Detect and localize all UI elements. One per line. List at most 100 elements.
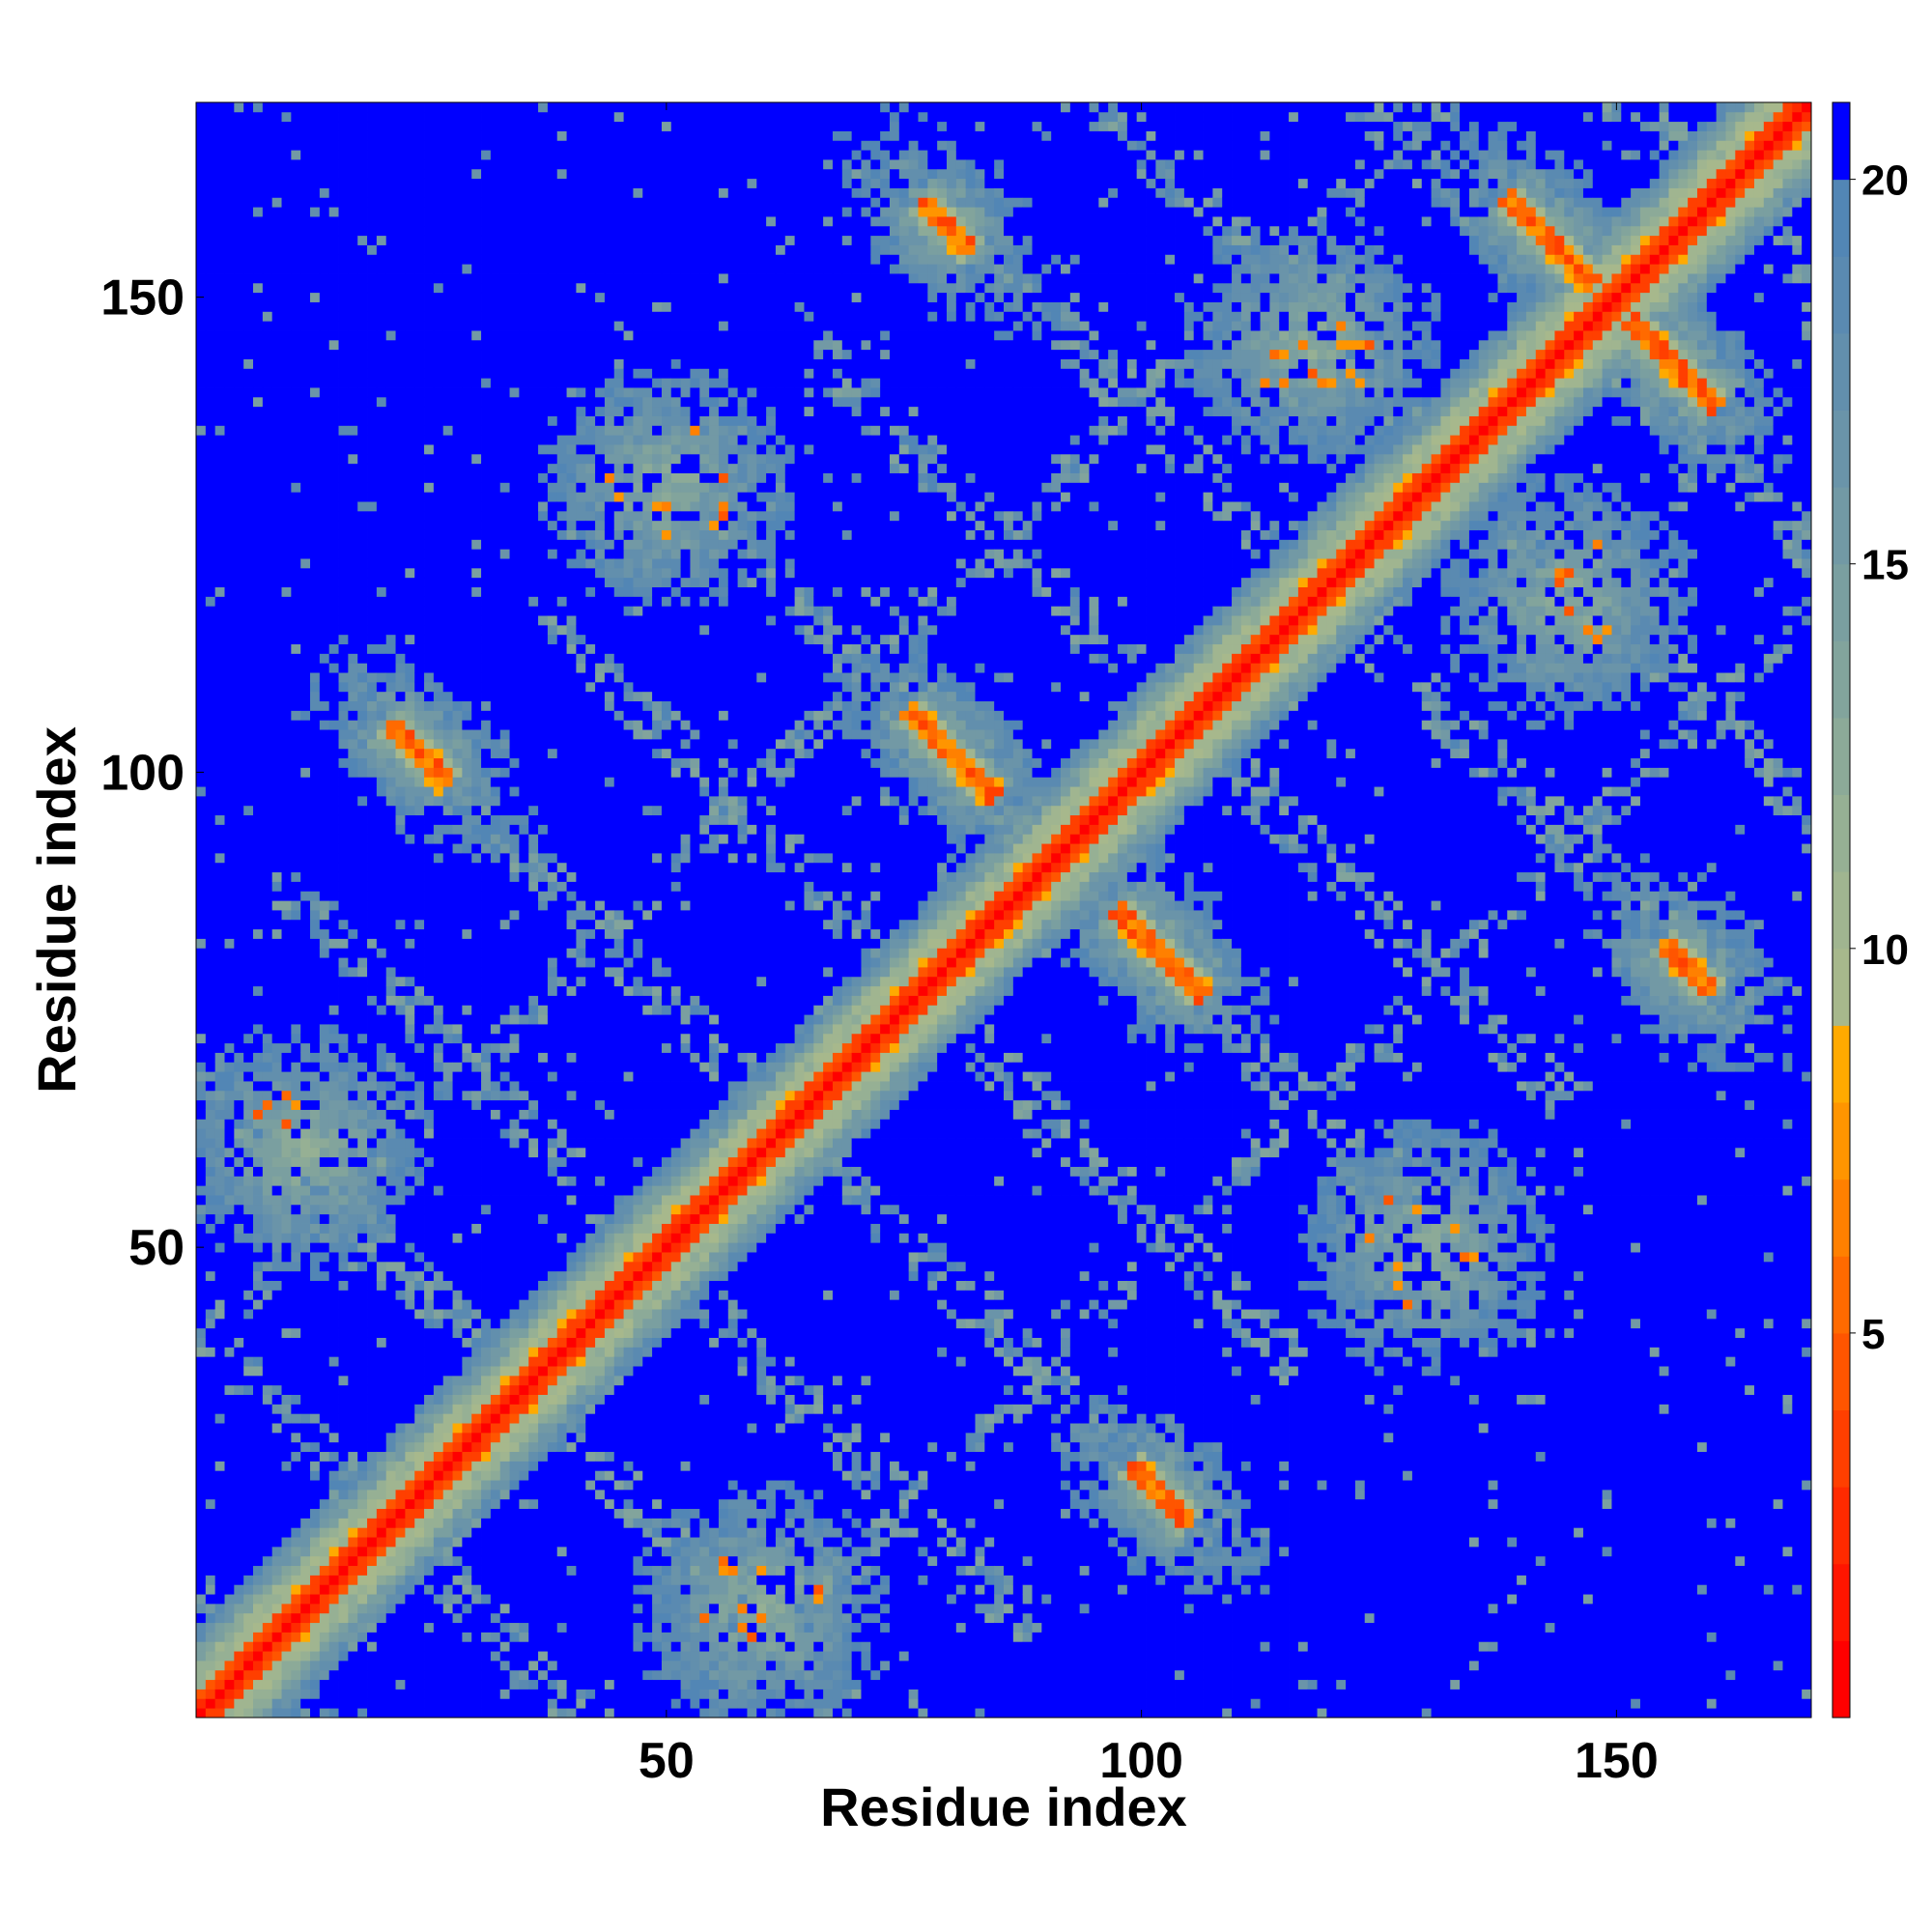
heatmap-cell — [405, 1024, 415, 1035]
heatmap-cell — [395, 720, 406, 730]
heatmap-cell — [405, 1176, 415, 1186]
heatmap-cell — [462, 1603, 472, 1614]
heatmap-cell — [376, 1641, 387, 1652]
heatmap-cell — [291, 444, 301, 455]
heatmap-cell — [243, 891, 254, 901]
heatmap-cell — [205, 1109, 216, 1120]
heatmap-cell — [281, 586, 292, 597]
heatmap-cell — [367, 406, 378, 416]
heatmap-cell — [471, 1441, 482, 1453]
heatmap-cell — [424, 1299, 435, 1310]
heatmap-cell — [442, 606, 453, 616]
heatmap-cell — [196, 510, 207, 522]
heatmap-cell — [357, 1166, 368, 1177]
heatmap-cell — [348, 862, 358, 873]
heatmap-cell — [262, 1062, 273, 1072]
heatmap-cell — [414, 264, 425, 274]
heatmap-cell — [452, 1270, 463, 1281]
heatmap-cell — [385, 1166, 396, 1177]
heatmap-cell — [357, 1689, 368, 1699]
heatmap-cell — [405, 1119, 415, 1129]
heatmap-cell — [224, 615, 235, 626]
heatmap-cell — [224, 910, 235, 921]
heatmap-cell — [395, 577, 406, 587]
heatmap-cell — [214, 1555, 225, 1567]
heatmap-cell — [224, 292, 235, 302]
heatmap-cell — [442, 1555, 453, 1567]
heatmap-cell — [214, 1299, 225, 1310]
heatmap-cell — [395, 264, 406, 274]
heatmap-cell — [348, 900, 358, 911]
heatmap-cell — [291, 1660, 301, 1671]
heatmap-cell — [328, 1299, 339, 1310]
heatmap-cell — [262, 520, 273, 530]
heatmap-cell — [262, 928, 273, 939]
heatmap-cell — [196, 729, 207, 740]
heatmap-cell — [357, 1508, 368, 1519]
heatmap-cell — [300, 463, 311, 473]
heatmap-cell — [196, 1689, 207, 1699]
heatmap-cell — [271, 187, 282, 198]
heatmap-cell — [262, 197, 273, 208]
heatmap-cell — [262, 1156, 273, 1167]
heatmap-cell — [367, 624, 378, 636]
heatmap-cell — [224, 1213, 235, 1224]
heatmap-cell — [271, 1280, 282, 1291]
heatmap-cell — [196, 910, 207, 921]
heatmap-cell — [385, 1042, 396, 1053]
heatmap-cell — [281, 1309, 292, 1320]
heatmap-cell — [243, 1090, 254, 1101]
heatmap-cell — [205, 1327, 216, 1338]
heatmap-cell — [271, 520, 282, 530]
heatmap-cell — [357, 928, 368, 939]
heatmap-cell — [196, 824, 207, 835]
heatmap-cell — [367, 729, 378, 740]
heatmap-cell — [300, 311, 311, 322]
heatmap-cell — [262, 378, 273, 388]
heatmap-cell — [262, 967, 273, 978]
heatmap-cell — [367, 387, 378, 398]
heatmap-cell — [214, 1480, 225, 1491]
heatmap-cell — [405, 102, 415, 113]
heatmap-cell — [328, 1470, 339, 1481]
heatmap-cell — [262, 1404, 273, 1414]
heatmap-cell — [385, 396, 396, 408]
heatmap-cell — [452, 1527, 463, 1538]
heatmap-cell — [205, 378, 216, 388]
heatmap-cell — [281, 178, 292, 188]
heatmap-cell — [357, 1138, 368, 1149]
heatmap-cell — [224, 1090, 235, 1101]
heatmap-cell — [205, 1565, 216, 1576]
heatmap-cell — [319, 235, 330, 245]
heatmap-cell — [395, 643, 406, 654]
heatmap-cell — [205, 1632, 216, 1642]
heatmap-cell — [291, 1489, 301, 1500]
heatmap-cell — [452, 1204, 463, 1215]
heatmap-cell — [196, 254, 207, 265]
heatmap-cell — [205, 985, 216, 996]
heatmap-cell — [271, 995, 282, 1006]
heatmap-cell — [300, 1669, 311, 1681]
heatmap-cell — [414, 1413, 425, 1424]
heatmap-cell — [253, 596, 264, 607]
heatmap-cell — [433, 178, 444, 188]
heatmap-cell — [395, 700, 406, 711]
heatmap-cell — [253, 1698, 264, 1709]
heatmap-cell — [253, 1233, 264, 1243]
heatmap-cell — [376, 1679, 387, 1690]
heatmap-cell — [385, 1708, 396, 1719]
heatmap-cell — [224, 1679, 235, 1690]
heatmap-cell — [424, 1384, 435, 1395]
heatmap-cell — [319, 1518, 330, 1528]
heatmap-cell — [338, 1432, 349, 1443]
heatmap-cell — [205, 1290, 216, 1300]
heatmap-cell — [328, 1261, 339, 1272]
heatmap-cell — [271, 834, 282, 844]
heatmap-cell — [262, 435, 273, 445]
heatmap-cell — [205, 596, 216, 607]
heatmap-cell — [224, 1195, 235, 1206]
heatmap-cell — [348, 1261, 358, 1272]
heatmap-cell — [348, 1033, 358, 1044]
heatmap-cell — [262, 586, 273, 597]
heatmap-cell — [262, 1204, 273, 1215]
